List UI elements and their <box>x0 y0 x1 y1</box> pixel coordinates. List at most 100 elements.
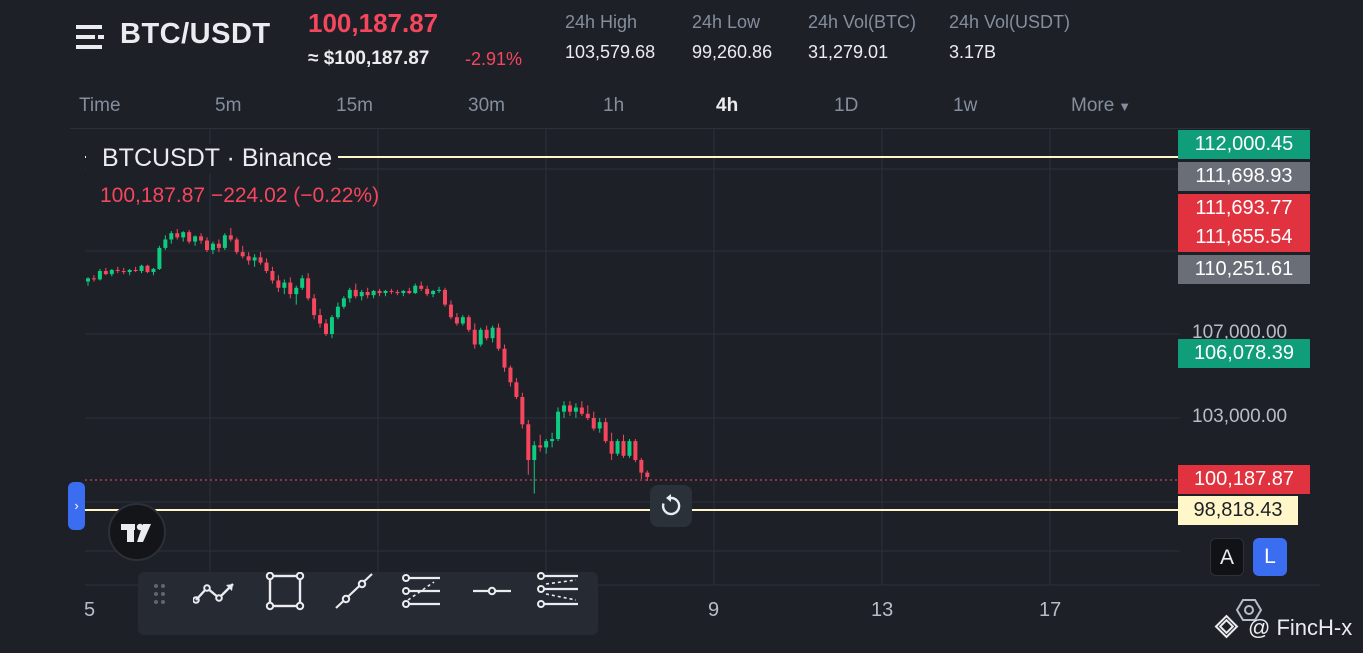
candle-up <box>341 298 346 307</box>
stat-value: 99,260.86 <box>692 42 773 62</box>
candle-down <box>454 317 459 324</box>
candle-up <box>431 290 436 295</box>
candle-up <box>478 329 483 345</box>
tab-more-label: More <box>1071 95 1115 116</box>
candle-down <box>276 280 281 288</box>
tab-30m[interactable]: 30m <box>468 95 505 116</box>
stat-label: 24h Low <box>692 12 761 32</box>
tab-1h[interactable]: 1h <box>603 95 625 116</box>
candle-up <box>97 271 102 280</box>
candle-down <box>419 285 424 289</box>
candle-down <box>526 424 531 460</box>
drag-handle-icon[interactable] <box>144 572 174 616</box>
tab-time[interactable]: Time <box>79 95 121 116</box>
candle-up <box>169 233 174 240</box>
candle-down <box>318 315 323 324</box>
trend-line-icon[interactable] <box>193 572 243 616</box>
candlestick-chart[interactable]: BTCUSDT · Binance 100,187.87 −224.02 (−0… <box>0 129 1363 653</box>
candle-down <box>115 269 120 271</box>
candle-down <box>496 327 501 349</box>
candle-down <box>234 239 239 253</box>
price-axis-label: 107,000.00 <box>1192 322 1288 343</box>
caret-down-icon: ▼ <box>1118 99 1132 114</box>
fib-retracement-icon[interactable] <box>400 572 444 616</box>
candle-up <box>544 441 549 448</box>
menu-icon[interactable] <box>76 23 106 51</box>
horizontal-line-icon[interactable] <box>471 572 515 616</box>
candle-up <box>151 268 156 273</box>
change-percent: -2.91% <box>465 49 523 69</box>
pair-name[interactable]: BTC/USDT <box>120 18 271 50</box>
approx-usd-price: ≈ $100,187.87 <box>308 48 430 69</box>
price-tag: 111,693.77 <box>1178 194 1310 223</box>
candle-up <box>437 289 442 291</box>
candle-up <box>413 285 418 294</box>
candle-down <box>288 282 293 295</box>
candle-up <box>86 278 90 282</box>
settings-icon[interactable] <box>1236 598 1262 622</box>
drawing-toolbar <box>138 572 598 635</box>
log-scale-toggle[interactable]: L <box>1253 538 1287 576</box>
candle-down <box>145 265 150 273</box>
candle-down <box>639 460 644 473</box>
candle-up <box>573 407 578 412</box>
expand-handle[interactable]: › <box>68 482 85 530</box>
candle-down <box>389 290 394 292</box>
last-price-tag: 100,187.87 <box>1178 465 1310 494</box>
candle-down <box>240 252 245 257</box>
auto-scale-toggle[interactable]: A <box>1210 538 1244 576</box>
candle-down <box>121 271 126 273</box>
candle-down <box>645 472 650 478</box>
stat-value: 31,279.01 <box>808 42 889 62</box>
tradingview-logo[interactable] <box>108 503 166 561</box>
candle-down <box>312 298 317 316</box>
candle-up <box>627 441 632 456</box>
tab-5m[interactable]: 5m <box>215 95 242 116</box>
parallel-channel-icon[interactable] <box>536 572 580 616</box>
candle-up <box>300 278 305 288</box>
candle-up <box>335 306 340 318</box>
support-price-tag: 98,818.43 <box>1178 496 1298 525</box>
candle-down <box>466 317 471 330</box>
tab-15m[interactable]: 15m <box>336 95 373 116</box>
time-axis-label: 17 <box>1039 599 1062 621</box>
candle-down <box>264 262 269 271</box>
ray-icon[interactable] <box>334 572 378 616</box>
watermark-text: @ FincH-x <box>1248 615 1353 640</box>
candle-up <box>163 239 168 248</box>
candle-down <box>175 233 180 238</box>
rectangle-icon[interactable] <box>264 572 308 616</box>
candle-down <box>538 445 543 448</box>
tradingview-icon <box>121 523 151 542</box>
binance-logo-icon <box>1214 614 1239 639</box>
candle-up <box>556 411 561 439</box>
candle-up <box>615 441 620 454</box>
candle-down <box>103 271 108 275</box>
reset-chart-button[interactable] <box>650 485 692 527</box>
candle-up <box>294 287 299 295</box>
candle-up <box>371 290 376 296</box>
tab-4h[interactable]: 4h <box>716 95 739 116</box>
price-tag: 106,078.39 <box>1178 339 1310 368</box>
candle-down <box>228 235 233 240</box>
price-tag: 111,655.54 <box>1178 223 1310 252</box>
candle-down <box>91 278 96 280</box>
ticker-header: BTC/USDT 100,187.87 ≈ $100,187.87 -2.91%… <box>0 0 1363 80</box>
candle-up <box>401 290 406 294</box>
price-axis-label: 103,000.00 <box>1192 406 1288 427</box>
candle-down <box>199 236 204 241</box>
candle-up <box>181 232 186 238</box>
candle-down <box>353 289 358 297</box>
candles <box>86 227 650 494</box>
candle-up <box>359 292 364 297</box>
stat-24h-vol-usdt: 24h Vol(USDT) 3.17B <box>949 12 1070 63</box>
candle-down <box>633 441 638 460</box>
price-tag: 112,000.45 <box>1178 130 1310 159</box>
tab-more[interactable]: More ▼ <box>1071 95 1131 117</box>
tab-1d[interactable]: 1D <box>834 95 859 116</box>
tab-1w[interactable]: 1w <box>953 95 978 116</box>
candle-down <box>258 257 263 263</box>
interval-tabs: Time 5m 15m 30m 1h 4h 1D 1w More ▼ <box>0 90 1180 122</box>
candle-down <box>365 292 370 296</box>
candle-down <box>395 292 400 294</box>
